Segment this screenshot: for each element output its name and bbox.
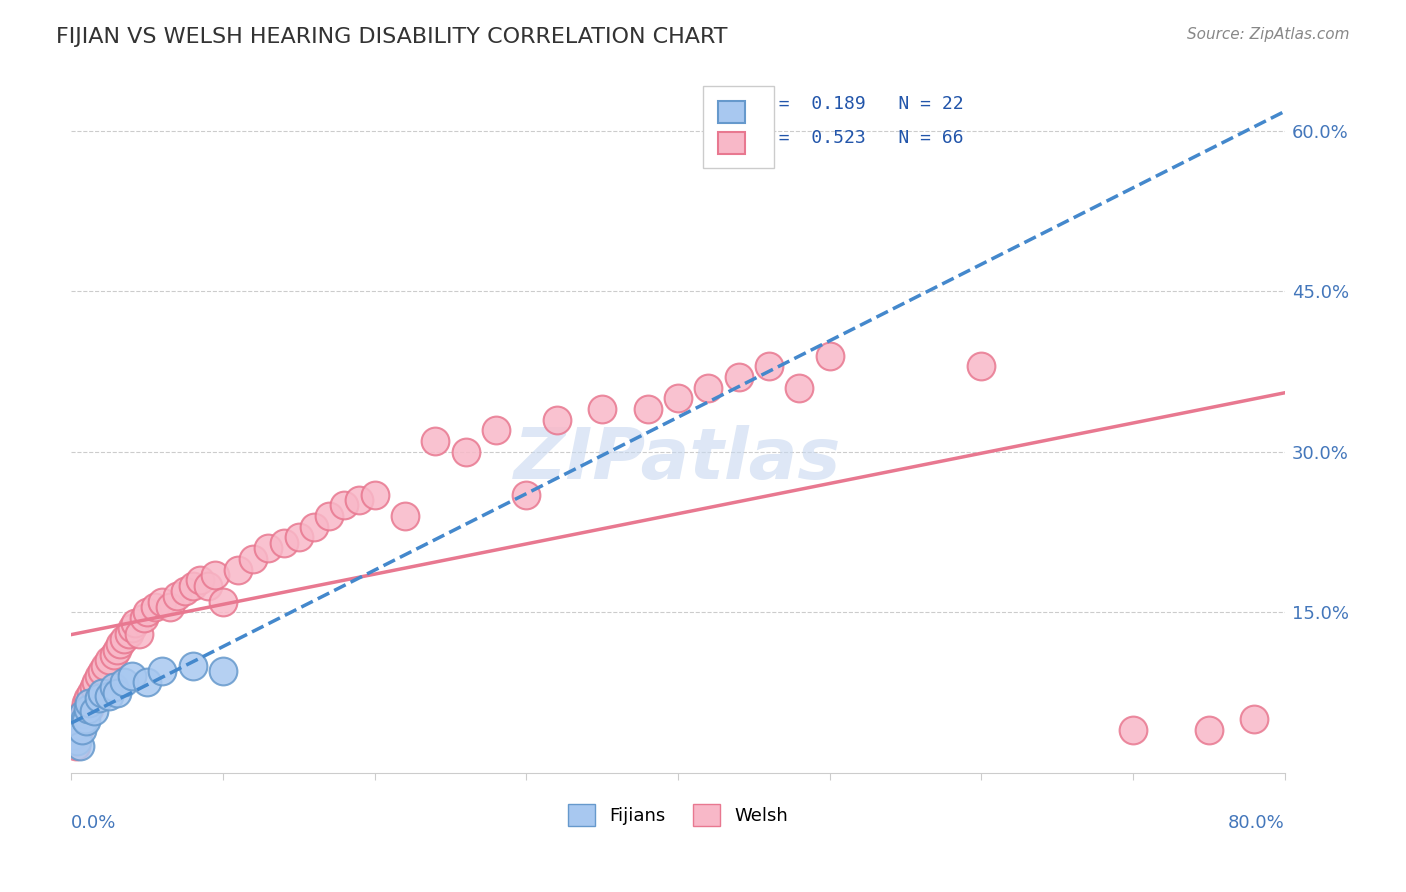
Point [454,445,477,459]
Point [197,578,219,592]
Point [1243,712,1265,726]
Text: 80.0%: 80.0% [1227,814,1285,832]
Point [591,402,613,417]
Point [1198,723,1220,737]
Point [63,728,86,742]
Point [257,541,280,555]
Point [83,680,105,694]
Point [485,424,508,438]
Point [181,658,204,673]
Point [333,499,356,513]
Point [67,717,90,731]
Point [80,685,103,699]
Point [63,733,86,747]
Point [188,573,211,587]
Point [121,669,143,683]
Point [143,599,166,614]
Point [132,610,155,624]
Point [73,712,96,726]
Point [425,434,447,449]
Point [159,599,181,614]
Point [363,488,385,502]
Point [103,680,125,694]
Point [118,626,141,640]
Point [181,578,204,592]
Point [67,723,90,737]
Text: R =  0.189   N = 22: R = 0.189 N = 22 [756,95,963,112]
Point [69,717,91,731]
Point [789,381,811,395]
Point [75,714,97,729]
Point [66,733,89,747]
Point [273,535,295,549]
Point [90,664,112,678]
Point [515,488,537,502]
Point [349,493,371,508]
Point [136,605,159,619]
Legend: Fijians, Welsh: Fijians, Welsh [561,797,796,833]
Point [69,739,91,753]
Point [103,648,125,662]
Point [818,349,841,363]
Point [72,706,94,721]
Point [1122,723,1144,737]
Point [758,359,780,374]
Point [546,413,568,427]
Point [150,594,173,608]
Point [128,626,150,640]
Point [637,402,659,417]
Point [90,685,112,699]
Point [174,583,197,598]
Point [302,519,325,533]
Point [112,674,135,689]
Point [84,674,107,689]
Point [108,637,131,651]
Point [75,696,97,710]
Point [105,642,128,657]
Text: ZIPatlas: ZIPatlas [515,425,842,494]
Point [98,689,121,703]
Point [970,359,993,374]
Point [112,632,135,646]
Text: Source: ZipAtlas.com: Source: ZipAtlas.com [1187,27,1350,42]
Point [87,669,110,683]
Point [166,589,188,603]
Point [79,696,101,710]
Point [150,664,173,678]
Point [70,723,93,737]
Point [727,370,749,384]
Point [318,508,340,523]
Point [83,704,105,718]
Point [66,728,89,742]
Point [93,658,115,673]
Point [73,701,96,715]
Point [697,381,720,395]
Point [394,508,416,523]
Point [65,739,87,753]
Point [105,685,128,699]
Text: R =  0.523   N = 66: R = 0.523 N = 66 [756,129,963,147]
Point [77,701,100,715]
Point [136,674,159,689]
Point [87,690,110,705]
Point [70,712,93,726]
Point [226,562,249,576]
Point [124,615,146,630]
Point [121,621,143,635]
Point [287,530,309,544]
Point [98,653,121,667]
Point [72,706,94,721]
Text: 0.0%: 0.0% [72,814,117,832]
Point [212,594,235,608]
Point [242,551,264,566]
Text: FIJIAN VS WELSH HEARING DISABILITY CORRELATION CHART: FIJIAN VS WELSH HEARING DISABILITY CORRE… [56,27,728,46]
Point [204,567,226,582]
Point [77,690,100,705]
Point [666,392,689,406]
Point [79,701,101,715]
Point [212,664,235,678]
